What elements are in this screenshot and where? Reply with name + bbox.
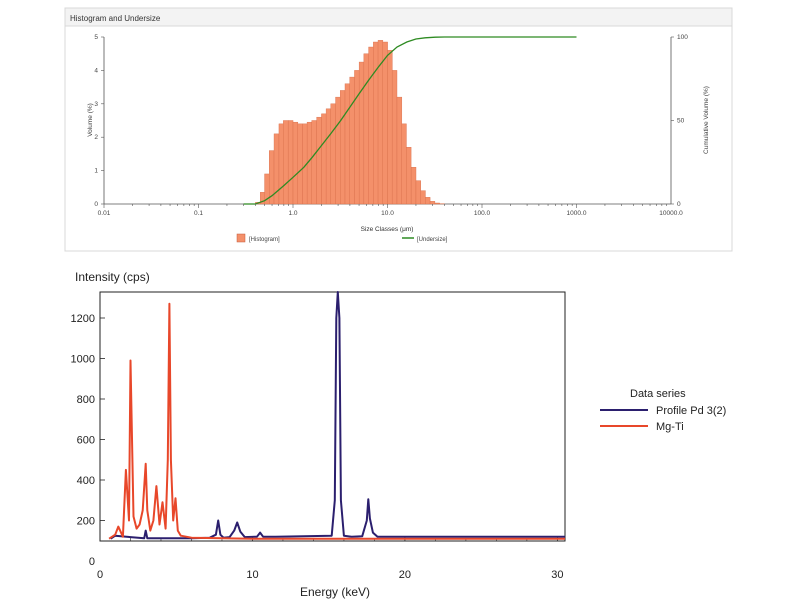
histogram-bars	[255, 40, 445, 205]
histogram-bar	[425, 197, 431, 205]
legend-label-undersize: [Undersize]	[417, 237, 448, 243]
histogram-y-tick-label: 1	[94, 168, 98, 175]
spectrum-y-tick-label: 600	[77, 435, 95, 447]
histogram-y-tick-label: 2	[94, 134, 98, 141]
histogram-bar	[420, 190, 426, 205]
spectrum-plot-frame	[99, 291, 566, 542]
series-line-pd	[110, 291, 565, 540]
histogram-bar	[316, 116, 322, 205]
histogram-bar	[373, 41, 379, 205]
histogram-bar	[387, 50, 393, 205]
histogram-bar	[344, 83, 351, 205]
histogram-title: Histogram and Undersize	[70, 14, 161, 23]
spectrum-x-tick-label: 30	[551, 569, 563, 581]
histogram-bar	[330, 103, 336, 205]
spectrum-y-tick-label: 1000	[71, 354, 95, 366]
histogram-bar	[292, 121, 299, 205]
undersize-line-group	[243, 36, 577, 205]
histogram-bar	[311, 120, 317, 205]
legend-swatch-histogram	[236, 233, 246, 243]
histogram-bar	[335, 96, 341, 205]
histogram-x-tick-label: 10.0	[381, 210, 394, 217]
histogram-panel: Histogram and Undersize Volume (%) Cumul…	[64, 7, 733, 252]
histogram-y-tick-label: 5	[94, 34, 98, 41]
undersize-line	[243, 36, 577, 205]
histogram-x-tick-label: 100.0	[474, 210, 491, 217]
spectrum-y-tick-label: 0	[89, 556, 95, 568]
histogram-bar	[340, 90, 346, 205]
histogram-y2-tick-label: 50	[677, 118, 685, 125]
histogram-y-tick-label: 0	[94, 201, 98, 208]
histogram-ylabel: Volume (%)	[87, 103, 94, 137]
histogram-bar	[363, 53, 369, 205]
histogram-bar	[321, 113, 327, 205]
histogram-bar	[288, 120, 294, 205]
spectrum-lines	[108, 291, 565, 540]
histogram-ticks: 0.01 0.1 1.0 10.0 100.0 1000.0 10000.001234505…	[94, 34, 688, 217]
histogram-x-tick-label: 1000.0	[567, 210, 587, 217]
histogram-x-tick-label: 1.0	[288, 210, 297, 217]
histogram-bar	[283, 120, 289, 205]
histogram-x-tick-label: 0.01	[98, 210, 111, 217]
histogram-x-tick-label: 10000.0	[659, 210, 683, 217]
spectrum-y-tick-label: 400	[77, 475, 95, 487]
spectrum-panel: Intensity (cps) Energy (keV) 0 10 20 30 0 200…	[71, 270, 727, 599]
legend-label-pd: Profile Pd 3(2)	[656, 405, 726, 417]
spectrum-axes	[99, 291, 566, 542]
spectrum-ticks: 0 10 20 30 0 200 400 600 800 1000 1200	[71, 313, 564, 581]
histogram-bar	[297, 123, 303, 205]
histogram-bar	[325, 108, 332, 205]
histogram-y2-tick-label: 0	[677, 201, 681, 208]
spectrum-xlabel: Energy (keV)	[300, 585, 370, 599]
spectrum-x-tick-label: 10	[246, 569, 258, 581]
histogram-y2-tick-label: 100	[677, 34, 688, 41]
histogram-bar	[349, 76, 355, 205]
spectrum-ylabel: Intensity (cps)	[75, 270, 150, 284]
histogram-bar	[429, 201, 436, 205]
histogram-x-tick-label: 0.1	[194, 210, 203, 217]
histogram-y-tick-label: 3	[94, 101, 98, 108]
histogram-bar	[434, 202, 440, 205]
histogram-xlabel: Size Classes (μm)	[361, 226, 414, 233]
spectrum-y-tick-label: 1200	[71, 313, 95, 325]
histogram-legend: [Histogram] [Undersize]	[236, 233, 448, 243]
histogram-y-tick-label: 4	[94, 67, 98, 74]
spectrum-legend: Data series Profile Pd 3(2) Mg-Ti	[600, 388, 726, 433]
histogram-bar	[410, 167, 417, 205]
legend-label-mgti: Mg-Ti	[656, 421, 684, 433]
histogram-bar	[354, 70, 360, 205]
histogram-bar	[358, 61, 365, 205]
histogram-bar	[415, 180, 421, 205]
histogram-bar	[396, 96, 403, 205]
histogram-bar	[391, 70, 398, 205]
spectrum-y-tick-label: 800	[77, 394, 95, 406]
histogram-bar	[278, 123, 284, 205]
legend-label-histogram: [Histogram]	[249, 237, 280, 243]
panel-header	[64, 7, 733, 27]
spectrum-x-tick-label: 20	[399, 569, 411, 581]
histogram-bar	[406, 147, 412, 205]
histogram-bar	[401, 123, 407, 205]
spectrum-y-tick-label: 200	[77, 516, 95, 528]
spectrum-x-tick-label: 0	[97, 569, 103, 581]
histogram-y2label: Cumulative Volume (%)	[703, 86, 710, 154]
histogram-bar	[368, 46, 374, 205]
series-line-mgti	[108, 302, 565, 540]
legend-title: Data series	[630, 388, 686, 400]
histogram-bar	[382, 41, 388, 205]
